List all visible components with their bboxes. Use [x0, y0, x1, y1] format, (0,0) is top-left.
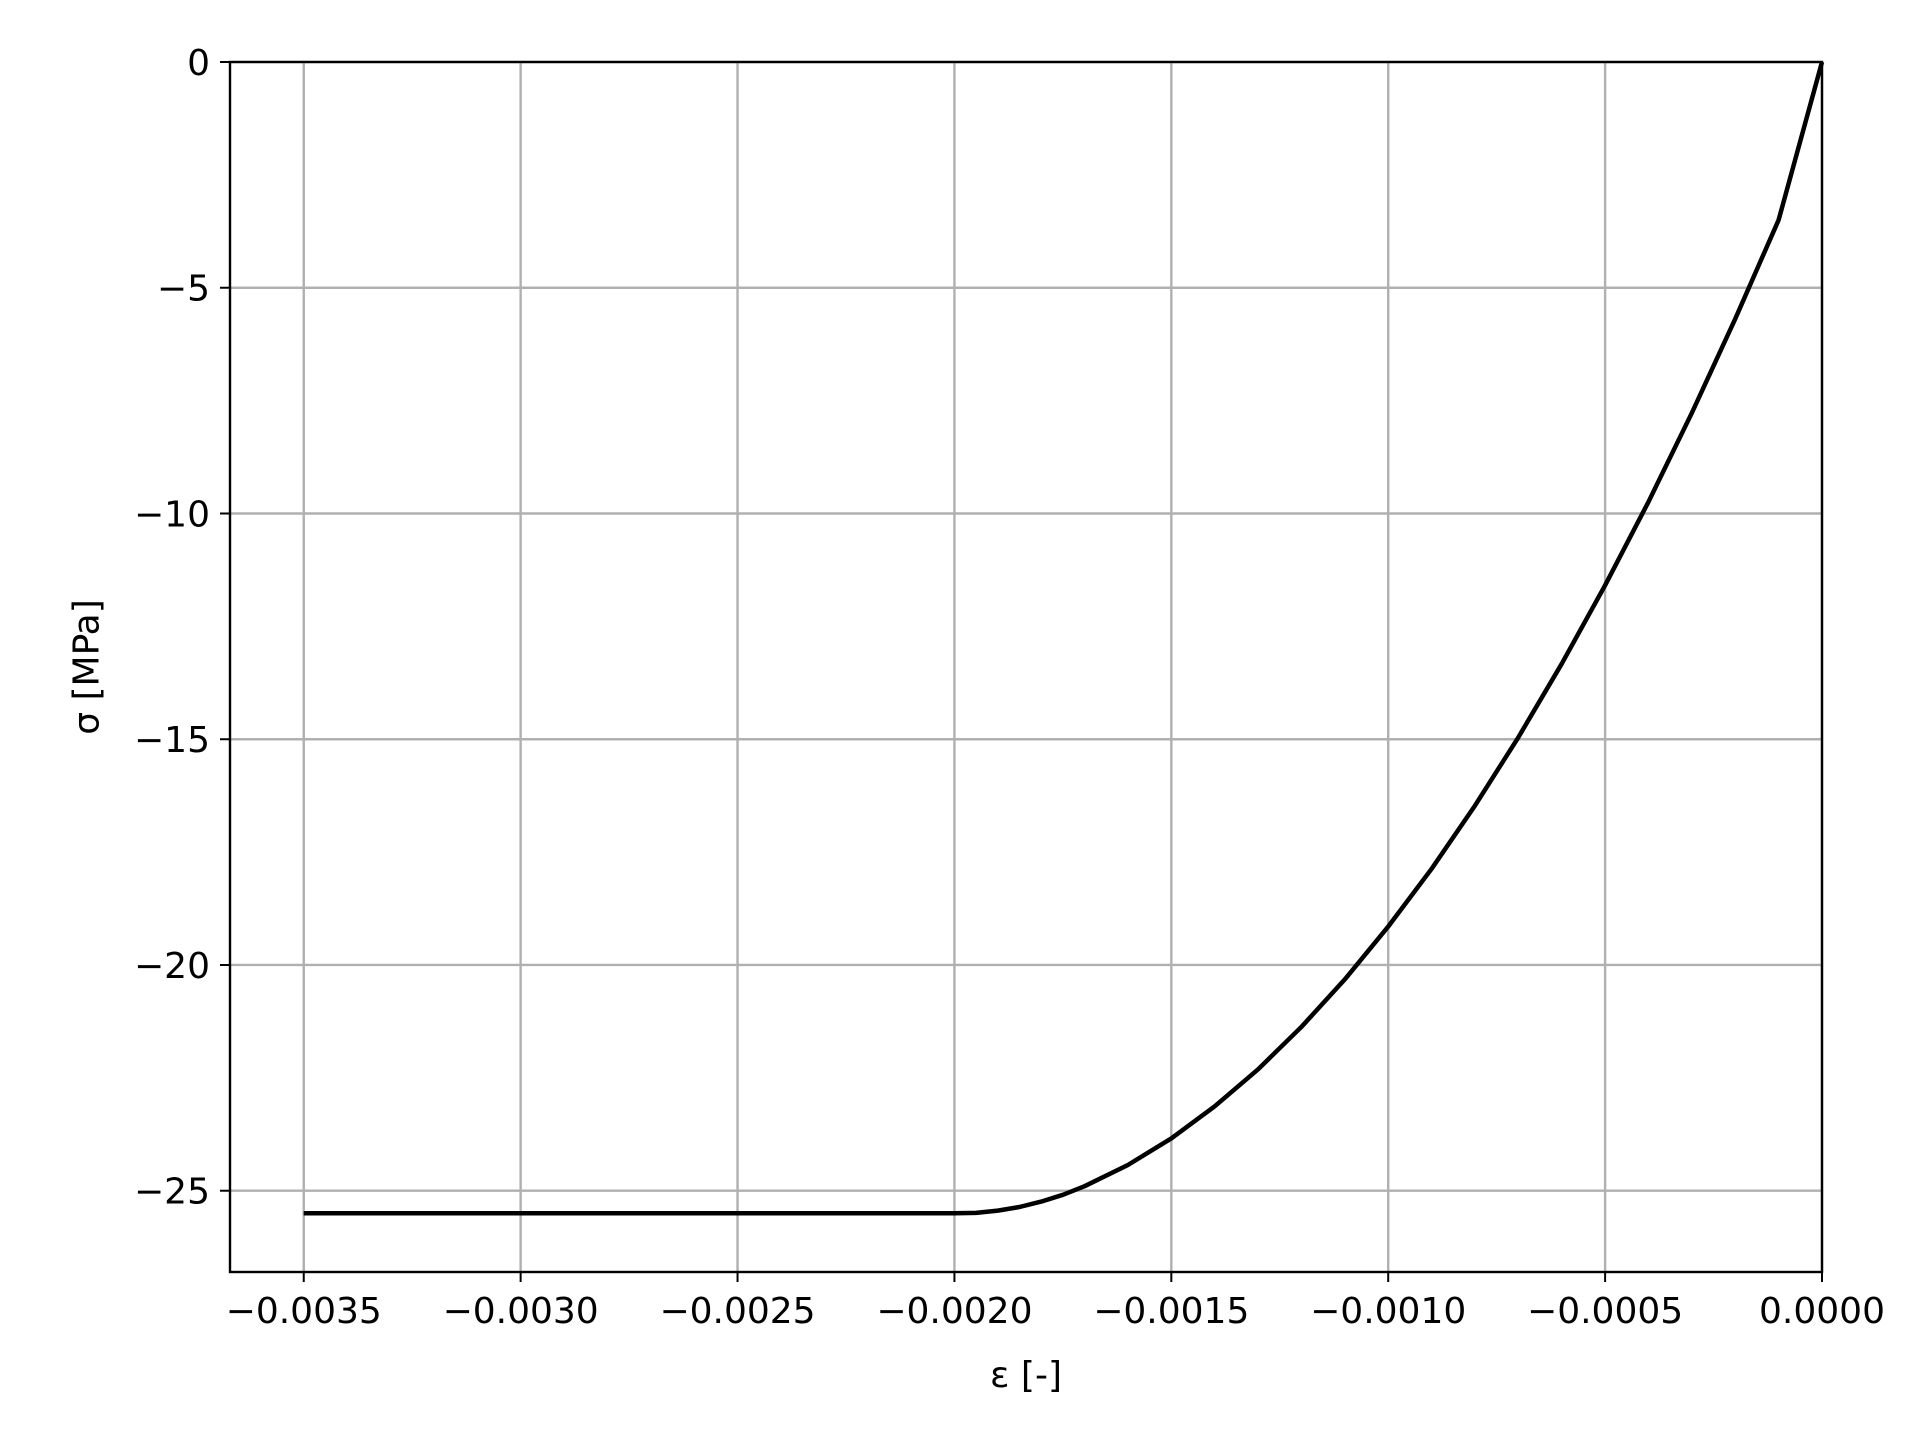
grid: [230, 60, 1824, 1272]
x-axis: −0.0035 −0.0030 −0.0025 −0.0020 −0.0015 −0.00…: [226, 1272, 1885, 1332]
x-tick-label: −0.0025: [659, 1291, 815, 1332]
stress-strain-curve: [303, 61, 1825, 1216]
y-tick-label: −5: [157, 269, 210, 310]
x-tick-label: −0.0005: [1527, 1291, 1683, 1332]
y-axis-label: σ [MPa]: [67, 599, 108, 735]
x-tick-label: −0.0030: [443, 1291, 599, 1332]
x-tick-label: −0.0015: [1093, 1291, 1249, 1332]
x-axis-label: ε [-]: [990, 1355, 1062, 1396]
plot-area: [303, 61, 1825, 1216]
y-tick-label: −25: [134, 1172, 210, 1213]
x-tick-label: 0.0000: [1759, 1291, 1885, 1332]
y-tick-label: 0: [187, 43, 210, 84]
axes-frame: [228, 60, 1824, 1274]
x-tick-label: −0.0035: [226, 1291, 382, 1332]
y-tick-label: −10: [134, 494, 210, 535]
y-tick-label: −20: [134, 946, 210, 987]
x-tick-label: −0.0020: [876, 1291, 1032, 1332]
y-tick-label: −15: [134, 720, 210, 761]
y-axis: 0 −5 −10 −15 −20 −25: [134, 43, 230, 1213]
x-tick-label: −0.0010: [1310, 1291, 1466, 1332]
